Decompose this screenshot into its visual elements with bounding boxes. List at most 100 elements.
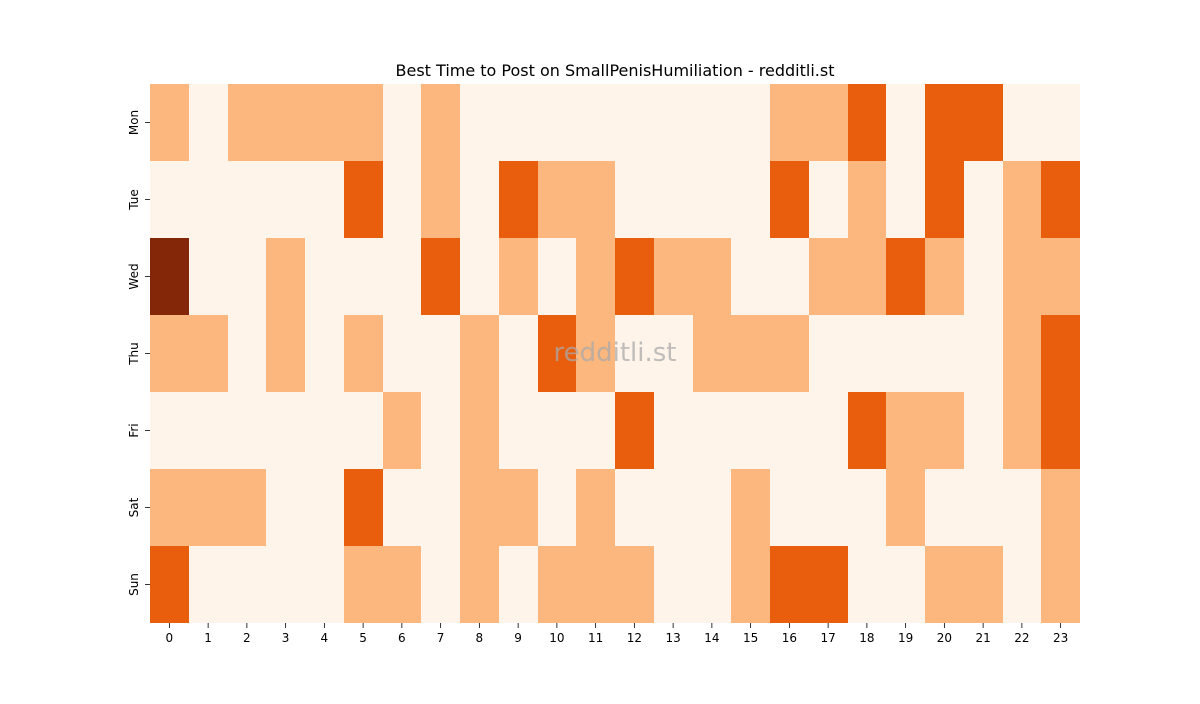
heatmap-cell-wed-7 (421, 238, 460, 315)
x-tick-label: 8 (476, 631, 484, 645)
heatmap-cell-sun-4 (305, 546, 344, 623)
heatmap-cell-tue-10 (538, 161, 576, 238)
x-tick-label: 17 (820, 631, 835, 645)
heatmap-cell-sat-8 (460, 469, 499, 546)
heatmap-cell-tue-6 (383, 161, 421, 238)
heatmap-cell-thu-7 (421, 315, 460, 392)
heatmap-cell-sat-13 (654, 469, 693, 546)
heatmap-cell-thu-12 (615, 315, 654, 392)
x-tick-label: 15 (743, 631, 758, 645)
heatmap-cell-mon-10 (538, 84, 576, 161)
heatmap-cell-sat-20 (925, 469, 964, 546)
heatmap-cell-wed-13 (654, 238, 693, 315)
heatmap-cell-fri-16 (770, 392, 809, 469)
heatmap-cell-mon-15 (731, 84, 770, 161)
heatmap-cell-tue-12 (615, 161, 654, 238)
heatmap-cell-sat-18 (848, 469, 886, 546)
heatmap-cell-tue-15 (731, 161, 770, 238)
heatmap-cell-sat-2 (228, 469, 266, 546)
heatmap-cell-sun-8 (460, 546, 499, 623)
heatmap-cell-tue-11 (576, 161, 615, 238)
heatmap-cell-sat-9 (499, 469, 538, 546)
heatmap-cell-mon-22 (1003, 84, 1041, 161)
heatmap-cell-sun-6 (383, 546, 421, 623)
heatmap-cell-mon-11 (576, 84, 615, 161)
heatmap-cell-mon-14 (693, 84, 731, 161)
heatmap-cell-fri-1 (189, 392, 228, 469)
heatmap-cell-tue-13 (654, 161, 693, 238)
y-tick-label: Sun (127, 573, 141, 596)
heatmap-cell-fri-12 (615, 392, 654, 469)
x-tick-label: 5 (359, 631, 367, 645)
x-tick-label: 19 (898, 631, 913, 645)
heatmap-cell-mon-21 (964, 84, 1003, 161)
y-tick-label: Tue (127, 189, 141, 211)
heatmap-cell-sun-20 (925, 546, 964, 623)
heatmap-cell-sat-4 (305, 469, 344, 546)
heatmap-cell-thu-17 (809, 315, 848, 392)
heatmap-cell-tue-19 (886, 161, 925, 238)
heatmap-cell-fri-17 (809, 392, 848, 469)
heatmap-cell-wed-18 (848, 238, 886, 315)
heatmap-cell-thu-2 (228, 315, 266, 392)
heatmap-cell-tue-3 (266, 161, 305, 238)
x-tick-label: 0 (166, 631, 174, 645)
heatmap-cell-thu-22 (1003, 315, 1041, 392)
heatmap-cell-tue-23 (1041, 161, 1080, 238)
heatmap-cell-thu-14 (693, 315, 731, 392)
heatmap-cell-wed-14 (693, 238, 731, 315)
heatmap-cell-thu-11 (576, 315, 615, 392)
heatmap-cell-thu-10 (538, 315, 576, 392)
x-tick-label: 22 (1014, 631, 1029, 645)
heatmap-cell-tue-2 (228, 161, 266, 238)
heatmap-cell-fri-22 (1003, 392, 1041, 469)
x-axis: 0 1 2 3 4 5 6 7 8 9 10 11 12 13 14 15 16 17 18 19 20 21 22 23 (166, 623, 1068, 645)
heatmap-cell-wed-3 (266, 238, 305, 315)
heatmap-cell-thu-18 (848, 315, 886, 392)
heatmap-cell-mon-7 (421, 84, 460, 161)
heatmap-cell-tue-16 (770, 161, 809, 238)
heatmap-cell-tue-21 (964, 161, 1003, 238)
heatmap-cell-sun-2 (228, 546, 266, 623)
heatmap-cell-thu-1 (189, 315, 228, 392)
heatmap-cell-wed-17 (809, 238, 848, 315)
heatmap-cell-wed-4 (305, 238, 344, 315)
heatmap-cell-sun-22 (1003, 546, 1041, 623)
heatmap-cell-wed-19 (886, 238, 925, 315)
heatmap-cell-mon-5 (344, 84, 383, 161)
heatmap-cell-sat-6 (383, 469, 421, 546)
heatmap-cell-fri-3 (266, 392, 305, 469)
heatmap-cell-wed-8 (460, 238, 499, 315)
heatmap-cell-mon-1 (189, 84, 228, 161)
heatmap-cell-mon-13 (654, 84, 693, 161)
heatmap-cell-tue-8 (460, 161, 499, 238)
heatmap-cell-fri-6 (383, 392, 421, 469)
x-tick-label: 1 (204, 631, 212, 645)
heatmap-cell-fri-5 (344, 392, 383, 469)
heatmap-cell-sat-16 (770, 469, 809, 546)
heatmap-cell-mon-20 (925, 84, 964, 161)
heatmap-cell-wed-11 (576, 238, 615, 315)
heatmap-cell-wed-0 (150, 238, 189, 315)
y-tick-label: Mon (127, 110, 141, 135)
heatmap-cell-thu-0 (150, 315, 189, 392)
heatmap-cell-sun-19 (886, 546, 925, 623)
heatmap-cell-tue-22 (1003, 161, 1041, 238)
heatmap-cell-thu-5 (344, 315, 383, 392)
heatmap-cell-fri-19 (886, 392, 925, 469)
heatmap-cell-sat-11 (576, 469, 615, 546)
heatmap-cell-wed-15 (731, 238, 770, 315)
heatmap-cell-mon-19 (886, 84, 925, 161)
heatmap-cell-thu-8 (460, 315, 499, 392)
y-tick-label: Thu (127, 342, 141, 366)
heatmap-cell-sun-18 (848, 546, 886, 623)
heatmap-cell-sat-22 (1003, 469, 1041, 546)
heatmap-cell-sun-13 (654, 546, 693, 623)
heatmap-cell-sat-3 (266, 469, 305, 546)
heatmap-cell-wed-22 (1003, 238, 1041, 315)
heatmap-cell-wed-21 (964, 238, 1003, 315)
heatmap-cell-fri-7 (421, 392, 460, 469)
heatmap-cell-sat-19 (886, 469, 925, 546)
heatmap-cell-tue-1 (189, 161, 228, 238)
